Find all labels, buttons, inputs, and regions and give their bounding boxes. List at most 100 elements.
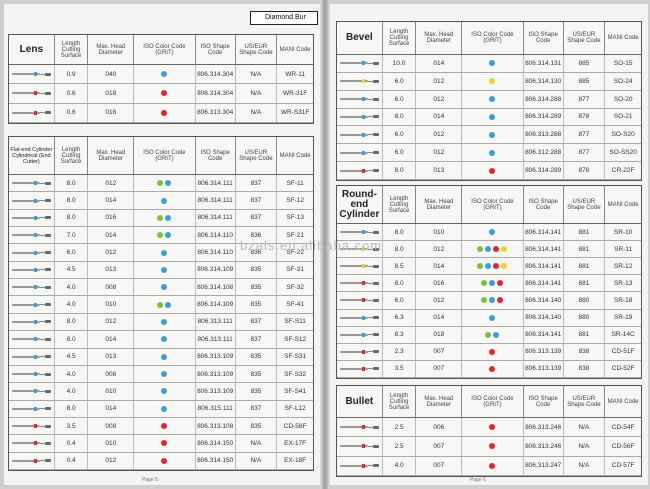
page-right: Bevel Length Cutling Surface Max. Head Dia… bbox=[330, 4, 648, 485]
iso-shape-cell: 806.314.141 bbox=[524, 326, 564, 343]
iso-shape-cell: 806.313.139 bbox=[524, 360, 564, 377]
length-cell: 4.0 bbox=[55, 365, 89, 383]
table-row: 8.0 010 806.314.141 881 SR-10 bbox=[337, 224, 641, 242]
us-eur-cell: 835 bbox=[236, 348, 278, 365]
iso-shape-cell: 806.313.108 bbox=[196, 417, 236, 435]
blue-grit-dot bbox=[161, 388, 168, 395]
red-grit-dot bbox=[493, 246, 500, 253]
diameter-cell: 014 bbox=[416, 309, 463, 326]
blue-grit-dot bbox=[161, 249, 168, 256]
mani-code-cell: CD-58F bbox=[283, 422, 307, 430]
bur-image bbox=[337, 108, 383, 126]
blue-grit-dot bbox=[489, 229, 496, 236]
iso-shape-cell: 806.313.109 bbox=[196, 365, 236, 383]
diameter-cell: 012 bbox=[416, 126, 463, 144]
table-row: 6.0 012 806.314.140 880 SR-18 bbox=[337, 292, 641, 310]
grit-cell bbox=[462, 418, 524, 437]
bur-image bbox=[9, 313, 55, 331]
iso-shape-cell: 806.314.130 bbox=[524, 72, 564, 90]
us-eur-cell: 835 bbox=[236, 279, 278, 296]
table-row: 6.0 012 806.314.130 885 SO-24 bbox=[337, 72, 641, 91]
bur-image bbox=[337, 456, 383, 475]
diameter-cell: 008 bbox=[88, 365, 135, 383]
length-cell: 8.0 bbox=[383, 241, 417, 258]
header-length: Length Cutling Surface bbox=[55, 35, 89, 64]
green-grit-dot bbox=[157, 232, 164, 239]
bur-image bbox=[9, 365, 55, 383]
red-grit-dot bbox=[493, 263, 500, 270]
us-eur-cell: 881 bbox=[564, 258, 606, 275]
iso-shape-cell: 806.315.111 bbox=[196, 400, 236, 417]
length-cell: 0.6 bbox=[55, 103, 89, 122]
us-eur-cell: 881 bbox=[564, 241, 606, 258]
table-bullet: Bullet Length Cutling Surface Max. Head Di… bbox=[336, 385, 642, 477]
section-title: Flat-end Cylinder Cylindrical (End Cutte… bbox=[9, 137, 55, 174]
red-grit-dot bbox=[497, 280, 504, 287]
us-eur-cell: 837 bbox=[236, 331, 278, 348]
grit-cell bbox=[462, 126, 524, 144]
us-eur-cell: 885 bbox=[564, 72, 606, 90]
green-grit-dot bbox=[477, 263, 484, 270]
grit-cell bbox=[462, 292, 524, 309]
diameter-cell: 012 bbox=[416, 292, 463, 309]
iso-shape-cell: 806.314.289 bbox=[524, 108, 564, 126]
diameter-cell: 008 bbox=[88, 417, 135, 435]
header-diameter: Max. Head Diameter bbox=[416, 386, 463, 417]
mani-code-cell: CR-22F bbox=[611, 167, 635, 175]
iso-shape-cell: 806.314.289 bbox=[524, 162, 564, 179]
grit-cell bbox=[462, 72, 524, 90]
table-row: 7.0 014 806.314.110 836 SF-21 bbox=[9, 227, 313, 245]
length-cell: 4.0 bbox=[55, 279, 89, 296]
length-cell: 0.4 bbox=[55, 435, 89, 452]
bur-image bbox=[9, 227, 55, 244]
iso-shape-cell: 806.314.141 bbox=[524, 275, 564, 292]
iso-shape-cell: 806.313.111 bbox=[196, 331, 236, 348]
iso-shape-cell: 806.314.111 bbox=[196, 192, 236, 209]
diameter-cell: 040 bbox=[88, 65, 135, 84]
diameter-cell: 012 bbox=[416, 72, 463, 90]
header-us-eur: US/EUR Shape Code bbox=[564, 186, 606, 223]
green-grit-dot bbox=[157, 301, 164, 308]
grit-cell bbox=[134, 84, 196, 103]
length-cell: 6.0 bbox=[383, 292, 417, 309]
page-left: Diamond Bur Lens Length Cutling Surface Ma… bbox=[4, 4, 320, 485]
diameter-cell: 012 bbox=[416, 90, 463, 108]
mani-code-cell: SR-14C bbox=[611, 331, 635, 339]
mani-code-cell: SR-10 bbox=[613, 228, 633, 236]
green-grit-dot bbox=[157, 180, 164, 187]
diameter-cell: 014 bbox=[416, 108, 463, 126]
table-row: 3.5 008 806.313.108 835 CD-58F bbox=[9, 417, 313, 436]
bur-image bbox=[9, 209, 55, 227]
blue-grit-dot bbox=[161, 371, 168, 378]
mani-code-cell: SO-S20 bbox=[611, 131, 635, 139]
blue-grit-dot bbox=[161, 318, 168, 325]
header-diameter: Max. Head Diameter bbox=[416, 186, 463, 223]
iso-shape-cell: 806.314.140 bbox=[524, 292, 564, 309]
length-cell: 3.5 bbox=[383, 360, 417, 377]
watermark: bzals.en.alibaba.com bbox=[240, 238, 383, 253]
grit-cell bbox=[134, 383, 196, 400]
grit-cell bbox=[134, 348, 196, 365]
length-cell: 8.3 bbox=[383, 326, 417, 343]
length-cell: 8.0 bbox=[55, 331, 89, 348]
length-cell: 7.0 bbox=[55, 227, 89, 244]
table-row: 4.0 010 806.313.109 835 SF-S41 bbox=[9, 383, 313, 401]
us-eur-cell: 837 bbox=[236, 313, 278, 331]
header-diameter: Max. Head Diameter bbox=[88, 35, 135, 64]
iso-shape-cell: 806.314.150 bbox=[196, 452, 236, 469]
bur-image bbox=[337, 72, 383, 90]
table-header: Bullet Length Cutling Surface Max. Head Di… bbox=[337, 386, 641, 418]
us-eur-cell: N/A bbox=[564, 418, 606, 437]
blue-grit-dot bbox=[161, 353, 168, 360]
red-grit-dot bbox=[489, 348, 496, 355]
us-eur-cell: 835 bbox=[236, 383, 278, 400]
bur-image bbox=[9, 279, 55, 296]
iso-shape-cell: 806.313.109 bbox=[196, 383, 236, 400]
header-iso-shape: ISO Shape Code bbox=[524, 386, 564, 417]
iso-shape-cell: 806.314.141 bbox=[524, 258, 564, 275]
table-header: Lens Length Cutling Surface Max. Head Diam… bbox=[9, 35, 313, 65]
mani-code-cell: SR-13 bbox=[613, 279, 633, 287]
length-cell: 3.5 bbox=[55, 417, 89, 435]
length-cell: 2.5 bbox=[383, 418, 417, 437]
length-cell: 0.9 bbox=[55, 65, 89, 84]
